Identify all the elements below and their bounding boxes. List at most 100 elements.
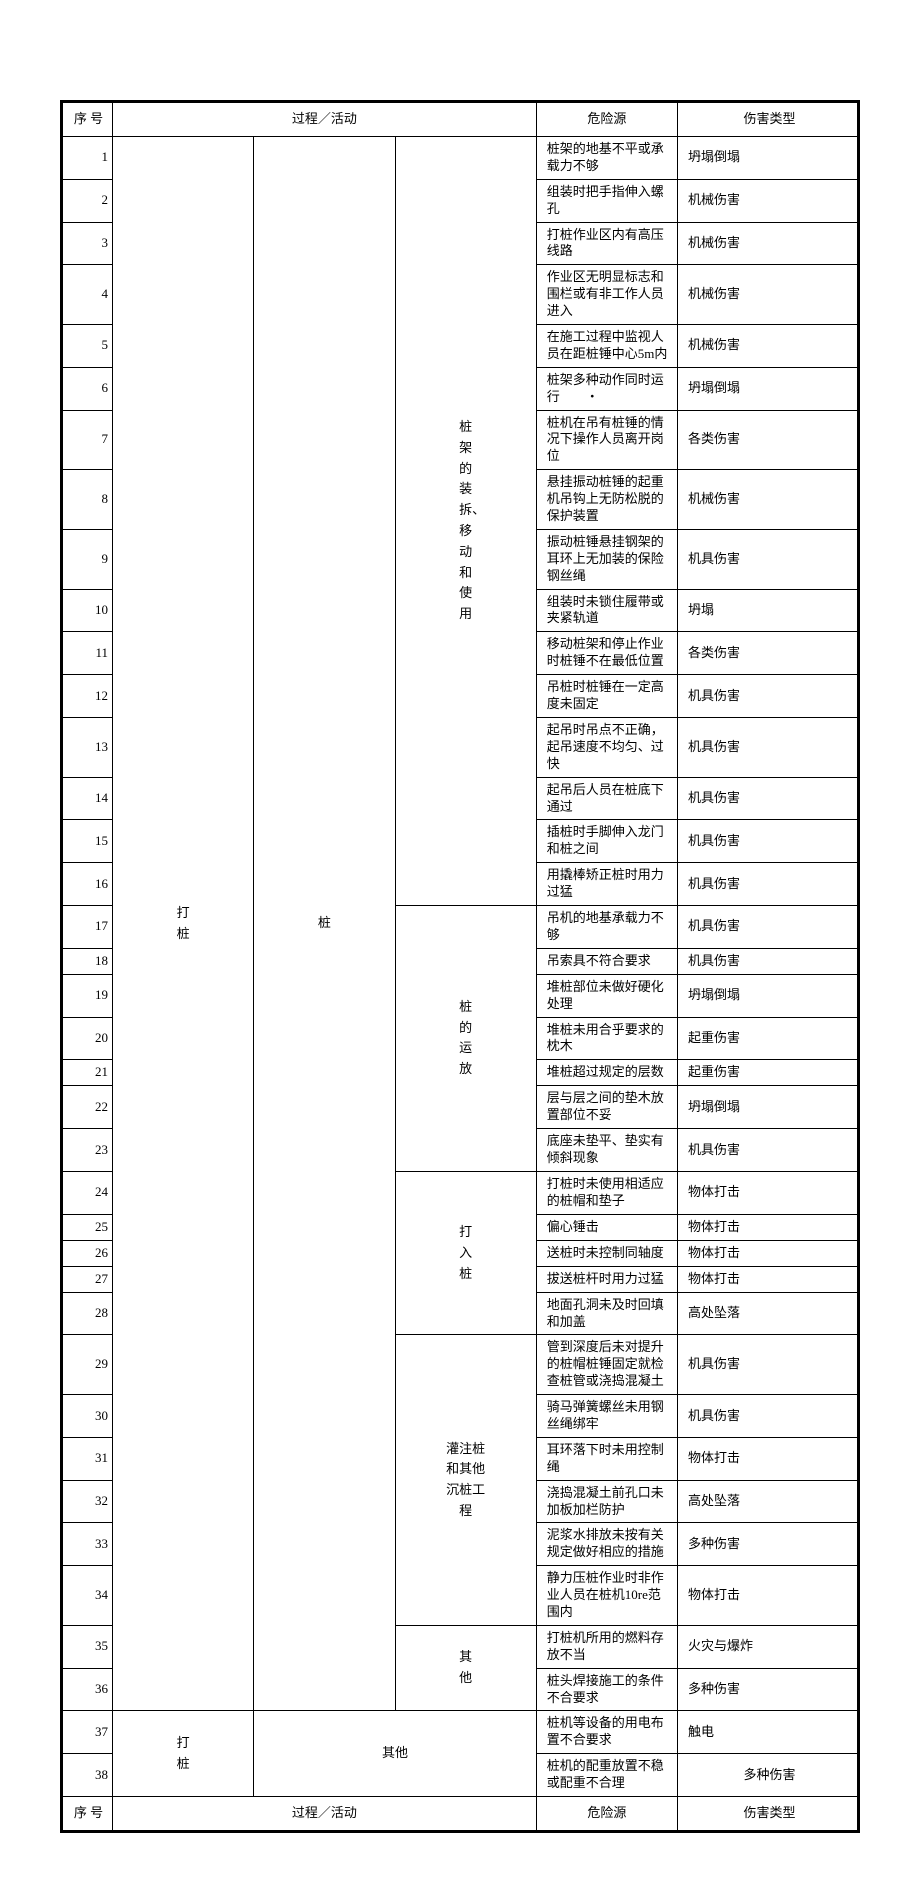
cell-hazard: 桩头焊接施工的条件不合要求 [536, 1668, 677, 1711]
cell-type: 机具伤害 [678, 675, 858, 718]
group-cat1-label: 桩架的装拆、移动和使用 [459, 417, 472, 625]
cell-seq: 37 [63, 1711, 113, 1754]
cell-hazard: 堆桩部位未做好硬化处理 [536, 974, 677, 1017]
cell-type: 机具伤害 [678, 1395, 858, 1438]
cell-seq: 2 [63, 179, 113, 222]
cell-seq: 13 [63, 717, 113, 777]
cell-type: 机械伤害 [678, 222, 858, 265]
cell-hazard: 吊桩时桩锤在一定高度未固定 [536, 675, 677, 718]
group-level1-a-label: 打桩 [177, 903, 190, 945]
cell-type: 起重伤害 [678, 1060, 858, 1086]
cell-seq: 10 [63, 589, 113, 632]
cell-type: 机具伤害 [678, 905, 858, 948]
cell-hazard: 骑马弹簧螺丝未用钢丝绳绑牢 [536, 1395, 677, 1438]
footer-type: 伤害类型 [678, 1797, 858, 1831]
cell-type: 机械伤害 [678, 265, 858, 325]
cell-seq: 35 [63, 1625, 113, 1668]
group-cat2-label: 桩的运放 [459, 997, 472, 1080]
cell-hazard: 耳环落下时未用控制绳 [536, 1437, 677, 1480]
group-level2-a-label: 桩 [318, 913, 331, 934]
cell-hazard: 插桩时手脚伸入龙门和桩之间 [536, 820, 677, 863]
cell-hazard: 堆桩超过规定的层数 [536, 1060, 677, 1086]
cell-hazard: 地面孔洞未及时回填和加盖 [536, 1292, 677, 1335]
group-cat3: 打入桩 [395, 1171, 536, 1335]
footer-seq: 序 号 [63, 1797, 113, 1831]
group-cat3-label: 打入桩 [459, 1222, 472, 1284]
cell-hazard: 送桩时未控制同轴度 [536, 1240, 677, 1266]
cell-hazard: 在施工过程中监视人员在距桩锤中心5m内 [536, 325, 677, 368]
cell-seq: 34 [63, 1566, 113, 1626]
cell-type: 各类伤害 [678, 632, 858, 675]
cell-seq: 27 [63, 1266, 113, 1292]
cell-type: 物体打击 [678, 1266, 858, 1292]
cell-seq: 12 [63, 675, 113, 718]
cell-type: 坍塌 [678, 589, 858, 632]
cell-hazard: 组装时把手指伸入螺孔 [536, 179, 677, 222]
cell-hazard: 偏心锤击 [536, 1214, 677, 1240]
cell-seq: 33 [63, 1523, 113, 1566]
cell-hazard: 悬挂振动桩锤的起重机吊钩上无防松脱的保护装置 [536, 470, 677, 530]
group-cat5-label: 其他 [459, 1647, 472, 1689]
cell-type: 坍塌倒塌 [678, 367, 858, 410]
cell-hazard: 底座未垫平、垫实有倾斜现象 [536, 1129, 677, 1172]
group-level1-b: 打桩 [113, 1711, 254, 1797]
cell-hazard: 起吊时吊点不正确，起吊速度不均匀、过快 [536, 717, 677, 777]
cell-seq: 38 [63, 1754, 113, 1797]
group-level2-b-label: 其他 [382, 1745, 408, 1760]
cell-seq: 26 [63, 1240, 113, 1266]
footer-process: 过程／活动 [113, 1797, 537, 1831]
cell-hazard: 桩架多种动作同时运行 ・ [536, 367, 677, 410]
cell-seq: 31 [63, 1437, 113, 1480]
cell-seq: 29 [63, 1335, 113, 1395]
hazard-table-container: 序 号 过程／活动 危险源 伤害类型 1 打桩 桩 桩架的装拆、移动和使用 桩架… [60, 100, 860, 1833]
cell-type: 多种伤害 [678, 1754, 858, 1797]
cell-seq: 14 [63, 777, 113, 820]
cell-hazard: 移动桩架和停止作业时桩锤不在最低位置 [536, 632, 677, 675]
cell-seq: 9 [63, 529, 113, 589]
cell-type: 物体打击 [678, 1214, 858, 1240]
cell-type: 机械伤害 [678, 470, 858, 530]
cell-seq: 4 [63, 265, 113, 325]
cell-type: 多种伤害 [678, 1523, 858, 1566]
cell-seq: 18 [63, 948, 113, 974]
group-cat4: 灌注桩和其他沉桩工程 [395, 1335, 536, 1625]
cell-type: 机具伤害 [678, 777, 858, 820]
cell-type: 机具伤害 [678, 717, 858, 777]
cell-hazard: 吊索具不符合要求 [536, 948, 677, 974]
cell-seq: 3 [63, 222, 113, 265]
group-cat2: 桩的运放 [395, 905, 536, 1171]
cell-hazard: 组装时未锁住履带或夹紧轨道 [536, 589, 677, 632]
cell-seq: 7 [63, 410, 113, 470]
cell-seq: 1 [63, 137, 113, 180]
cell-hazard: 打桩机所用的燃料存放不当 [536, 1625, 677, 1668]
cell-seq: 22 [63, 1086, 113, 1129]
cell-hazard: 静力压桩作业时非作业人员在桩机10re范围内 [536, 1566, 677, 1626]
cell-seq: 5 [63, 325, 113, 368]
cell-type: 火灾与爆炸 [678, 1625, 858, 1668]
cell-type: 物体打击 [678, 1437, 858, 1480]
cell-hazard: 泥浆水排放未按有关规定做好相应的措施 [536, 1523, 677, 1566]
table-body: 1 打桩 桩 桩架的装拆、移动和使用 桩架的地基不平或承载力不够 坍塌倒塌 2 … [63, 137, 858, 1831]
cell-hazard: 打桩作业区内有高压线路 [536, 222, 677, 265]
group-cat1: 桩架的装拆、移动和使用 [395, 137, 536, 906]
cell-seq: 25 [63, 1214, 113, 1240]
cell-hazard: 振动桩锤悬挂钢架的耳环上无加装的保险钢丝绳 [536, 529, 677, 589]
cell-hazard: 桩机等设备的用电布置不合要求 [536, 1711, 677, 1754]
cell-hazard: 用撬棒矫正桩时用力过猛 [536, 863, 677, 906]
cell-hazard: 堆桩未用合乎要求的枕木 [536, 1017, 677, 1060]
cell-seq: 11 [63, 632, 113, 675]
cell-type: 机具伤害 [678, 1335, 858, 1395]
cell-hazard: 桩机在吊有桩锤的情况下操作人员离开岗位 [536, 410, 677, 470]
footer-hazard: 危险源 [536, 1797, 677, 1831]
group-level1-a: 打桩 [113, 137, 254, 1711]
group-level2-b: 其他 [254, 1711, 537, 1797]
cell-hazard: 管到深度后未对提升的桩帽桩锤固定就检查桩管或浇捣混凝土 [536, 1335, 677, 1395]
table-row: 37 打桩 其他 桩机等设备的用电布置不合要求 触电 [63, 1711, 858, 1754]
cell-type: 机械伤害 [678, 179, 858, 222]
group-cat4-label: 灌注桩和其他沉桩工程 [446, 1439, 485, 1522]
cell-type: 机械伤害 [678, 325, 858, 368]
cell-seq: 15 [63, 820, 113, 863]
cell-hazard: 层与层之间的垫木放置部位不妥 [536, 1086, 677, 1129]
cell-type: 机具伤害 [678, 529, 858, 589]
cell-hazard: 桩架的地基不平或承载力不够 [536, 137, 677, 180]
